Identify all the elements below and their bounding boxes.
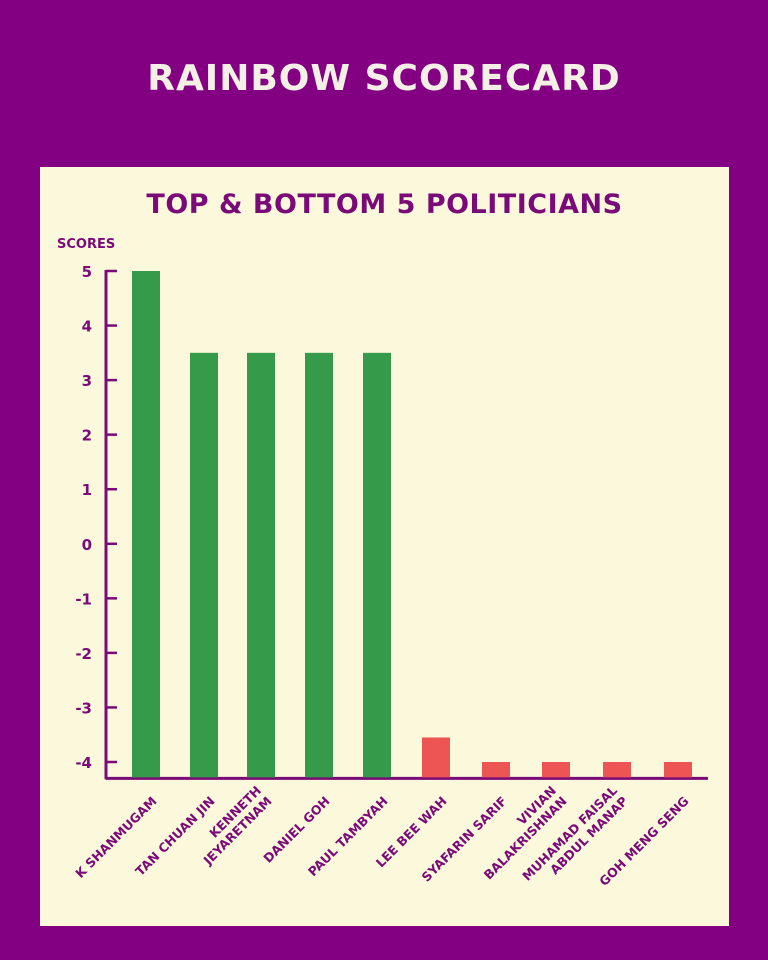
y-tick-label: -2 — [75, 645, 92, 663]
bar — [247, 352, 275, 778]
bar — [603, 762, 631, 778]
chart-panel: TOP & BOTTOM 5 POLITICIANS SCORES 5 4 3 2 1 0… — [40, 167, 729, 926]
y-tick-label: -4 — [75, 754, 92, 772]
y-tick-label: 5 — [82, 263, 92, 281]
bar — [132, 271, 160, 778]
y-tick-label: 1 — [82, 481, 92, 499]
y-tick-label: 0 — [82, 536, 92, 554]
y-tick-label: -3 — [75, 699, 92, 717]
bar — [422, 737, 450, 778]
y-axis-title: SCORES — [57, 237, 116, 252]
bar — [305, 352, 333, 778]
bar — [542, 762, 570, 778]
bar — [363, 352, 391, 778]
y-tick-label: 3 — [82, 372, 92, 390]
y-tick-label: -1 — [75, 590, 92, 608]
bar — [190, 352, 218, 778]
y-tick-label: 4 — [82, 318, 92, 336]
bar — [482, 762, 510, 778]
chart-title: TOP & BOTTOM 5 POLITICIANS — [146, 189, 623, 220]
y-tick-label: 2 — [82, 427, 92, 445]
page-title: RAINBOW SCORECARD — [147, 58, 621, 99]
bar — [664, 762, 692, 778]
